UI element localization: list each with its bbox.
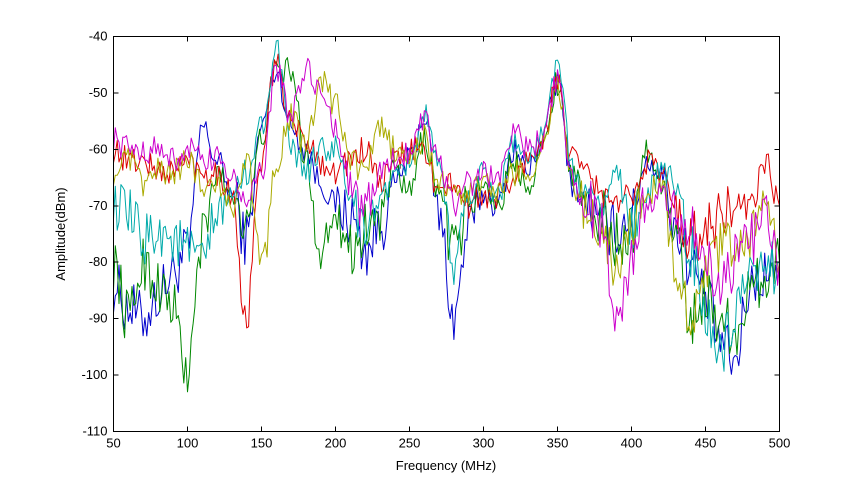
plot-frame	[113, 36, 780, 432]
x-tick-label: 150	[251, 436, 273, 451]
series-line-1	[113, 70, 780, 375]
x-tick-label: 400	[621, 436, 643, 451]
x-tick-label: 350	[547, 436, 569, 451]
y-tick-label: -90	[89, 311, 108, 326]
x-tick-label: 50	[106, 436, 120, 451]
y-tick-label: -40	[89, 29, 108, 44]
y-tick-label: -70	[89, 198, 108, 213]
y-tick-label: -80	[89, 254, 108, 269]
x-tick-label: 200	[325, 436, 347, 451]
x-tick-label: 100	[177, 436, 199, 451]
x-tick-label: 500	[769, 436, 791, 451]
series-line-5	[113, 71, 780, 336]
x-tick-label: 300	[473, 436, 495, 451]
series-line-4	[113, 39, 780, 372]
series-line-6	[113, 57, 780, 332]
y-axis-label: Amplitude(dBm)	[53, 187, 68, 280]
y-tick-label: -60	[89, 141, 108, 156]
y-tick-label: -110	[82, 424, 107, 439]
x-axis-label: Frequency (MHz)	[396, 458, 496, 473]
y-tick-label: -50	[89, 85, 108, 100]
y-tick-label: -100	[81, 367, 107, 382]
x-tick-label: 250	[399, 436, 421, 451]
x-tick-label: 450	[695, 436, 717, 451]
